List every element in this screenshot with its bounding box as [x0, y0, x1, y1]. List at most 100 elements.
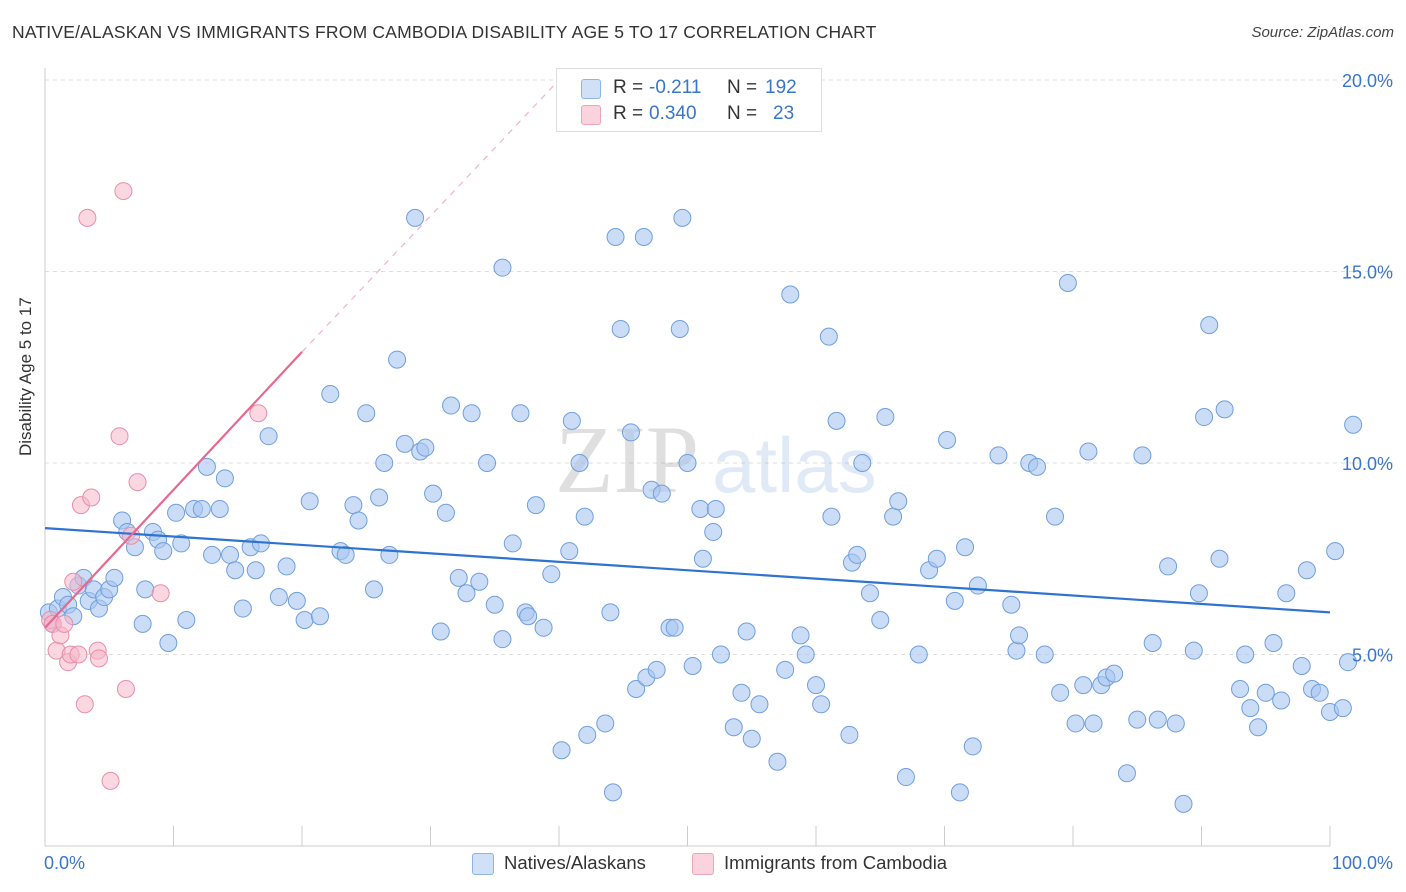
data-point-natives[interactable]	[1236, 645, 1255, 664]
data-point-cambodia[interactable]	[110, 427, 129, 446]
data-point-natives[interactable]	[1105, 664, 1124, 683]
data-point-natives[interactable]	[336, 545, 355, 564]
data-point-natives[interactable]	[246, 561, 265, 580]
data-point-cambodia[interactable]	[116, 679, 135, 698]
data-point-natives[interactable]	[485, 595, 504, 614]
data-point-natives[interactable]	[364, 580, 383, 599]
data-point-natives[interactable]	[603, 783, 622, 802]
data-point-natives[interactable]	[989, 446, 1008, 465]
data-point-natives[interactable]	[827, 411, 846, 430]
data-point-natives[interactable]	[192, 499, 211, 518]
data-point-natives[interactable]	[956, 538, 975, 557]
data-point-natives[interactable]	[812, 695, 831, 714]
data-point-natives[interactable]	[938, 431, 957, 450]
data-point-natives[interactable]	[1272, 691, 1291, 710]
data-point-natives[interactable]	[136, 580, 155, 599]
data-point-natives[interactable]	[1264, 634, 1283, 653]
data-point-natives[interactable]	[1010, 626, 1029, 645]
data-point-natives[interactable]	[1326, 542, 1345, 561]
data-point-natives[interactable]	[750, 695, 769, 714]
data-point-natives[interactable]	[1195, 408, 1214, 427]
data-point-natives[interactable]	[1256, 683, 1275, 702]
data-point-natives[interactable]	[1117, 764, 1136, 783]
data-point-natives[interactable]	[1231, 679, 1250, 698]
data-point-natives[interactable]	[105, 568, 124, 587]
data-point-cambodia[interactable]	[128, 473, 147, 492]
data-point-natives[interactable]	[1184, 641, 1203, 660]
data-point-natives[interactable]	[1074, 676, 1093, 695]
data-point-natives[interactable]	[596, 714, 615, 733]
data-point-natives[interactable]	[950, 783, 969, 802]
data-point-natives[interactable]	[621, 423, 640, 442]
data-point-natives[interactable]	[570, 454, 589, 472]
data-point-natives[interactable]	[493, 630, 512, 649]
data-point-natives[interactable]	[871, 611, 890, 630]
data-point-natives[interactable]	[478, 454, 497, 472]
data-point-natives[interactable]	[853, 454, 872, 472]
data-point-natives[interactable]	[542, 565, 561, 584]
data-point-natives[interactable]	[711, 645, 730, 664]
data-point-natives[interactable]	[575, 507, 594, 526]
data-point-natives[interactable]	[1292, 656, 1311, 675]
data-point-natives[interactable]	[1210, 549, 1229, 568]
data-point-natives[interactable]	[380, 545, 399, 564]
data-point-natives[interactable]	[1159, 557, 1178, 576]
data-point-cambodia[interactable]	[82, 488, 101, 507]
data-point-natives[interactable]	[691, 499, 710, 518]
data-point-natives[interactable]	[876, 408, 895, 427]
data-point-natives[interactable]	[560, 542, 579, 561]
data-point-natives[interactable]	[1046, 507, 1065, 526]
data-point-natives[interactable]	[177, 611, 196, 630]
data-point-natives[interactable]	[678, 454, 697, 472]
data-point-natives[interactable]	[424, 484, 443, 503]
data-point-cambodia[interactable]	[101, 771, 120, 790]
data-point-natives[interactable]	[665, 618, 684, 637]
data-point-natives[interactable]	[673, 208, 692, 227]
data-point-natives[interactable]	[1200, 316, 1219, 335]
data-point-cambodia[interactable]	[114, 182, 133, 201]
data-point-natives[interactable]	[945, 591, 964, 610]
data-point-natives[interactable]	[269, 588, 288, 607]
data-point-cambodia[interactable]	[64, 572, 83, 591]
data-point-natives[interactable]	[133, 614, 152, 633]
data-point-natives[interactable]	[884, 507, 903, 526]
data-point-natives[interactable]	[310, 607, 329, 626]
data-point-natives[interactable]	[1079, 442, 1098, 461]
data-point-natives[interactable]	[552, 741, 571, 760]
data-point-natives[interactable]	[840, 725, 859, 744]
data-point-natives[interactable]	[215, 469, 234, 488]
data-point-natives[interactable]	[1066, 714, 1085, 733]
data-point-cambodia[interactable]	[89, 649, 108, 668]
data-point-natives[interactable]	[819, 327, 838, 346]
data-point-natives[interactable]	[370, 488, 389, 507]
data-point-natives[interactable]	[1143, 634, 1162, 653]
data-point-natives[interactable]	[1007, 641, 1026, 660]
data-point-natives[interactable]	[1035, 645, 1054, 664]
data-point-cambodia[interactable]	[249, 404, 268, 423]
data-point-natives[interactable]	[768, 752, 787, 771]
data-point-natives[interactable]	[511, 404, 530, 423]
data-point-natives[interactable]	[1277, 584, 1296, 603]
data-point-natives[interactable]	[1297, 561, 1316, 580]
data-point-natives[interactable]	[321, 385, 340, 404]
data-point-cambodia[interactable]	[69, 645, 88, 664]
data-point-cambodia[interactable]	[55, 614, 74, 633]
data-point-natives[interactable]	[889, 492, 908, 511]
data-point-natives[interactable]	[457, 584, 476, 603]
data-point-natives[interactable]	[693, 549, 712, 568]
data-point-natives[interactable]	[860, 584, 879, 603]
data-point-natives[interactable]	[375, 454, 394, 472]
data-point-natives[interactable]	[704, 522, 723, 541]
data-point-natives[interactable]	[1344, 415, 1363, 434]
data-point-natives[interactable]	[233, 599, 252, 618]
data-point-natives[interactable]	[611, 319, 630, 338]
data-point-natives[interactable]	[221, 545, 240, 564]
data-point-natives[interactable]	[807, 676, 825, 695]
data-point-natives[interactable]	[1174, 794, 1193, 813]
data-point-natives[interactable]	[791, 626, 810, 645]
data-point-natives[interactable]	[1002, 595, 1021, 614]
data-point-natives[interactable]	[395, 434, 414, 453]
data-point-natives[interactable]	[742, 729, 761, 748]
data-point-natives[interactable]	[848, 545, 867, 564]
data-point-natives[interactable]	[670, 319, 689, 338]
